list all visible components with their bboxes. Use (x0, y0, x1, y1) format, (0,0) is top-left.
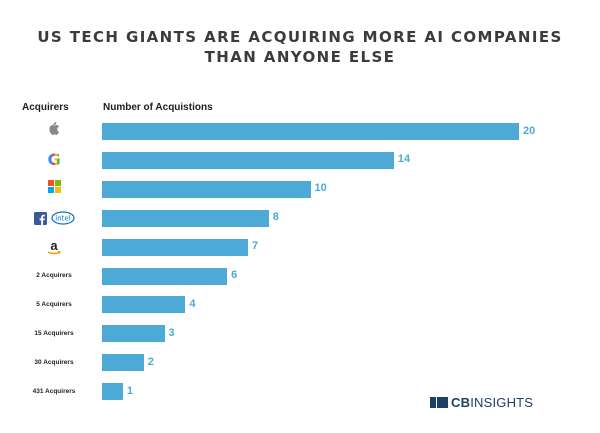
bar (102, 383, 123, 401)
bar (102, 296, 186, 314)
number-header: Number of Acquistions (103, 102, 213, 113)
bar (102, 180, 311, 198)
bar (102, 123, 519, 140)
category-label: 15 Acquirers (34, 329, 74, 337)
cbinsights-wordmark: CBINSIGHTS (451, 394, 534, 410)
acquirers-header: Acquirers (22, 102, 69, 113)
bar (102, 238, 248, 256)
category-label: 5 Acquirers (36, 300, 72, 308)
cbinsights-mark-icon (430, 396, 448, 408)
bar-value-label: 7 (251, 240, 259, 253)
bar (102, 151, 394, 169)
chart-title-line-2: THAN ANYONE ELSE (204, 48, 396, 66)
chart-title-line-1: US TECH GIANTS ARE ACQUIRING MORE AI COM… (37, 28, 563, 46)
bar (102, 267, 228, 285)
bar (102, 354, 144, 372)
apple-icon (48, 122, 60, 141)
amazon-icon: a (47, 239, 61, 255)
microsoft-icon (47, 180, 61, 198)
bar (102, 209, 269, 227)
bar-value-label: 2 (147, 355, 154, 368)
bar-value-label: 10 (314, 182, 327, 195)
facebook-intel-icon: intel (33, 211, 75, 225)
cbinsights-logo: CBINSIGHTS (430, 394, 533, 410)
bar-value-label: 20 (523, 124, 536, 137)
category-label: 30 Acquirers (34, 358, 74, 366)
bar-value-label: 1 (126, 384, 133, 397)
bar-value-label: 8 (272, 211, 279, 224)
google-icon: G (47, 150, 61, 170)
bar-value-label: 4 (189, 297, 196, 310)
bar-value-label: 14 (397, 153, 411, 166)
category-label: 431 Acquirers (32, 387, 76, 395)
bar-value-label: 3 (168, 326, 175, 339)
category-label: 2 Acquirers (36, 272, 72, 279)
bar-value-label: 6 (231, 269, 238, 281)
svg-text:intel: intel (55, 215, 70, 223)
bar (102, 325, 165, 343)
